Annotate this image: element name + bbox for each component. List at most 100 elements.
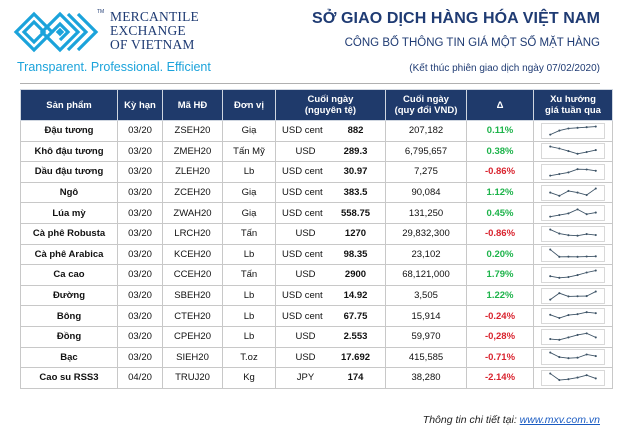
col-header-term: Kỳ hạn xyxy=(117,89,163,121)
session-date-note: (Kết thúc phiên giao dịch ngày 07/02/202… xyxy=(409,63,600,74)
trend-cell xyxy=(533,161,613,183)
close-native-cell: USD 1270 xyxy=(275,222,386,245)
close-vnd: 38,280 xyxy=(385,367,467,389)
term: 03/20 xyxy=(117,243,163,266)
table-row: Bông 03/20 CTEH20 Lb USD cent 67.75 15,914 -0.2… xyxy=(20,305,613,327)
close-native-cell: USD cent 14.92 xyxy=(275,284,386,307)
table-row: Đậu tương 03/20 ZSEH20 Giạ USD cent 882 207,18… xyxy=(20,120,613,142)
sparkline-chart-icon xyxy=(541,369,605,386)
tagline: Transparent. Professional. Efficient xyxy=(17,60,211,74)
term: 03/20 xyxy=(117,140,163,163)
sparkline-chart-icon xyxy=(541,122,605,139)
table-row: Khô đậu tương 03/20 ZMEH20 Tấn Mỹ USD 289.3 6,… xyxy=(20,140,613,163)
trend-cell xyxy=(533,222,613,245)
close-native: 882 xyxy=(347,125,364,137)
sparkline-chart-icon xyxy=(541,225,605,242)
close-native: 2900 xyxy=(344,269,367,281)
product-name: Khô đậu tương xyxy=(20,140,118,163)
sparkline-chart-icon xyxy=(541,328,605,345)
currency: USD cent xyxy=(282,125,323,137)
close-vnd: 68,121,000 xyxy=(385,264,467,286)
table-row: Ca cao 03/20 CCEH20 Tấn USD 2900 68,121,000 1.7… xyxy=(20,264,613,286)
product-name: Bạc xyxy=(20,346,118,369)
close-native-cell: USD 17.692 xyxy=(275,346,386,369)
table-row: Bạc 03/20 SIEH20 T.oz USD 17.692 415,585 -0.71% xyxy=(20,346,613,369)
delta-percent: -2.14% xyxy=(466,367,534,389)
unit: Lb xyxy=(222,243,276,266)
close-vnd: 6,795,657 xyxy=(385,140,467,163)
mxv-logo-icon xyxy=(13,11,99,53)
close-native: 558.75 xyxy=(340,207,371,219)
currency: USD cent xyxy=(282,290,323,302)
col-header-code: Mã HĐ xyxy=(162,89,223,121)
contract-code: KCEH20 xyxy=(162,243,223,266)
trend-cell xyxy=(533,325,613,348)
col-header-close-native: Cuối ngày (nguyên tệ) xyxy=(275,89,386,121)
close-vnd: 15,914 xyxy=(385,305,467,327)
table-row: Đường 03/20 SBEH20 Lb USD cent 14.92 3,505 1.22… xyxy=(20,284,613,307)
table-row: Cà phê Arabica 03/20 KCEH20 Lb USD cent 98.35… xyxy=(20,243,613,266)
product-name: Đậu tương xyxy=(20,120,118,142)
close-native: 30.97 xyxy=(343,166,368,178)
contract-code: SBEH20 xyxy=(162,284,223,307)
unit: Lb xyxy=(222,161,276,183)
col-header-unit: Đơn vị xyxy=(222,89,276,121)
page-subtitle: CÔNG BỐ THÔNG TIN GIÁ MỘT SỐ MẶT HÀNG xyxy=(344,37,600,49)
col-header-delta: Δ xyxy=(466,89,534,121)
delta-percent: 0.45% xyxy=(466,202,534,224)
contract-code: ZLEH20 xyxy=(162,161,223,183)
currency: USD xyxy=(295,351,316,363)
currency: USD cent xyxy=(282,166,323,178)
close-native: 289.3 xyxy=(343,145,368,157)
price-table: Sản phẩm Kỳ hạn Mã HĐ Đơn vị Cuối ngày (n… xyxy=(20,89,613,389)
contract-code: TRUJ20 xyxy=(162,367,223,389)
table-header-row: Sản phẩm Kỳ hạn Mã HĐ Đơn vị Cuối ngày (n… xyxy=(20,89,613,121)
table-row: Cao su RSS3 04/20 TRUJ20 Kg JPY 174 38,280 -2.1… xyxy=(20,367,613,389)
term: 03/20 xyxy=(117,161,163,183)
unit: Tấn Mỹ xyxy=(222,140,276,163)
product-name: Đồng xyxy=(20,325,118,348)
product-name: Ngô xyxy=(20,181,118,204)
trend-cell xyxy=(533,140,613,163)
close-vnd: 207,182 xyxy=(385,120,467,142)
close-native-cell: USD 2.553 xyxy=(275,325,386,348)
currency: USD xyxy=(295,331,316,343)
trend-cell xyxy=(533,120,613,142)
unit: Kg xyxy=(222,367,276,389)
header-divider xyxy=(20,83,600,84)
currency: USD cent xyxy=(282,310,323,322)
trend-cell xyxy=(533,243,613,266)
delta-percent: 1.12% xyxy=(466,181,534,204)
delta-percent: 1.79% xyxy=(466,264,534,286)
delta-percent: -0.86% xyxy=(466,161,534,183)
col-header-product: Sản phẩm xyxy=(20,89,118,121)
delta-percent: 0.38% xyxy=(466,140,534,163)
trend-cell xyxy=(533,346,613,369)
table-row: Lúa mỳ 03/20 ZWAH20 Giạ USD cent 558.75 131,25… xyxy=(20,202,613,224)
footer-label: Thông tin chi tiết tại: xyxy=(422,414,517,426)
unit: Lb xyxy=(222,305,276,327)
contract-code: SIEH20 xyxy=(162,346,223,369)
product-name: Dầu đậu tương xyxy=(20,161,118,183)
close-native: 383.5 xyxy=(343,187,368,199)
product-name: Ca cao xyxy=(20,264,118,286)
currency: USD xyxy=(295,269,316,281)
currency: USD cent xyxy=(282,207,323,219)
close-native: 98.35 xyxy=(343,248,368,260)
term: 03/20 xyxy=(117,305,163,327)
close-native-cell: USD cent 882 xyxy=(275,120,386,142)
close-native: 67.75 xyxy=(343,310,368,322)
close-native-cell: USD cent 30.97 xyxy=(275,161,386,183)
close-vnd: 23,102 xyxy=(385,243,467,266)
col-header-trend: Xu hướng giá tuần qua xyxy=(533,89,613,121)
close-native: 1270 xyxy=(344,228,367,240)
contract-code: ZSEH20 xyxy=(162,120,223,142)
sparkline-chart-icon xyxy=(541,308,605,325)
website-link[interactable]: www.mxv.com.vn xyxy=(519,414,600,426)
sparkline-chart-icon xyxy=(541,143,605,160)
currency: USD xyxy=(295,228,316,240)
delta-percent: 0.20% xyxy=(466,243,534,266)
trend-cell xyxy=(533,202,613,224)
close-vnd: 29,832,300 xyxy=(385,222,467,245)
term: 03/20 xyxy=(117,346,163,369)
